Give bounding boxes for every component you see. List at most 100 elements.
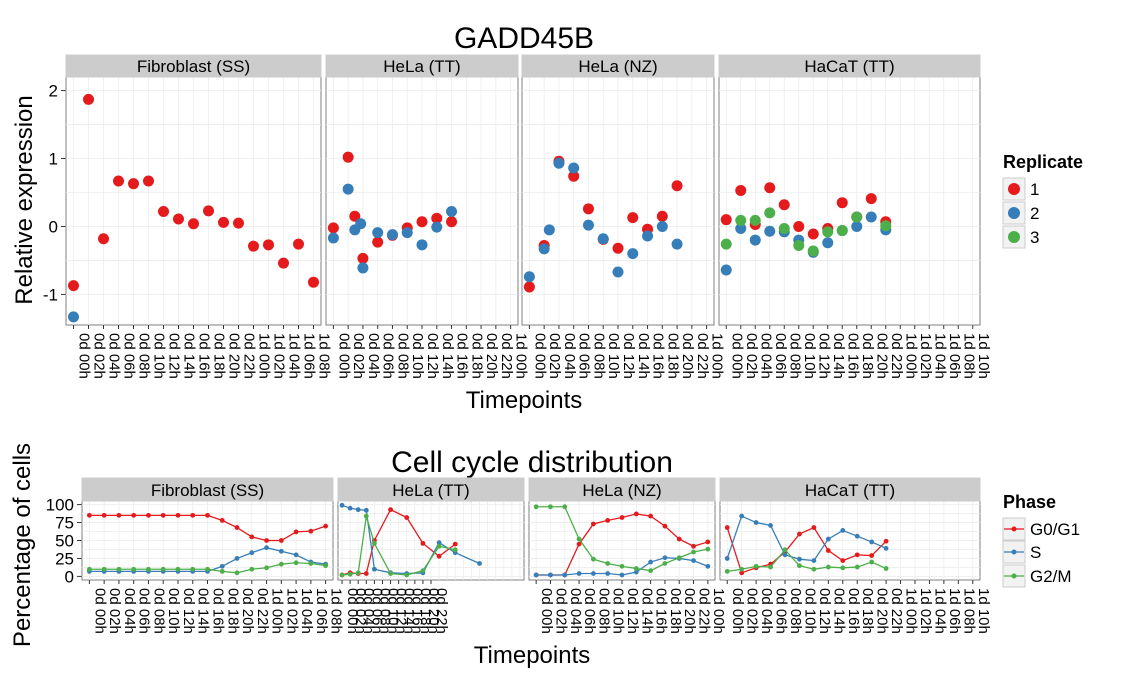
x-tick-label: 0d 22h [433,588,450,634]
data-point-1 [188,218,199,230]
legend-label: G0/G1 [1030,520,1080,539]
cellcycle-title: Cell cycle distribution [391,446,673,479]
legend-label: 1 [1030,180,1039,199]
data-point-3 [807,245,819,257]
facet-strip-label: HeLa (NZ) [582,481,661,500]
x-tick-label: 1d 06h [313,588,330,634]
data-point-g0-g1 [363,571,369,576]
x-tick-label: 0d 14h [635,333,652,379]
x-tick-label: 0d 14h [181,333,198,379]
data-point-1 [764,182,776,194]
data-point-g2-m [797,563,802,569]
x-tick-label: 0d 14h [439,333,456,379]
x-tick-label: 0d 20h [873,333,890,379]
data-point-2 [582,219,594,231]
x-tick-label: 0d 12h [180,588,197,634]
data-point-1 [293,238,304,250]
data-point-s [533,572,539,578]
data-point-g2-m [633,566,639,571]
legend-label: 2 [1030,204,1039,223]
data-point-g0-g1 [691,543,696,549]
x-tick-label: 0d 10h [384,588,401,634]
x-tick-label: 0d 16h [454,333,471,379]
data-point-s [811,558,817,564]
data-point-g0-g1 [854,552,860,558]
data-point-1 [372,236,384,248]
data-point-g2-m [883,566,889,571]
data-point-2 [671,238,683,250]
data-point-g0-g1 [404,515,410,520]
data-point-2 [327,232,339,244]
data-point-2 [342,183,354,195]
legend-marker-g2-m [1011,573,1017,579]
data-point-g0-g1 [633,511,639,517]
data-point-s [724,556,730,561]
legend-marker-3 [1008,231,1020,243]
x-tick-label: 0d 12h [815,333,832,379]
data-point-1 [278,257,289,269]
x-tick-label: 0d 14h [401,588,418,634]
x-tick-label: 0d 22h [888,333,905,379]
data-point-g0-g1 [249,534,255,540]
legend-title: Phase [1003,492,1056,512]
x-tick-label: 0d 20h [226,333,243,379]
data-point-g2-m [264,565,269,571]
data-point-g2-m [753,563,759,569]
data-point-g0-g1 [869,553,875,558]
data-point-g0-g1 [811,525,817,530]
facet-strip-label: Fibroblast (SS) [151,481,264,500]
data-point-1 [263,239,274,251]
expr-legend: Replicate 1 2 3 [1002,152,1083,249]
x-tick-label: 0d 04h [561,333,578,379]
x-tick-label: 0d 22h [888,588,905,634]
data-point-1 [446,216,458,228]
x-tick-label: 0d 08h [590,333,607,379]
x-tick-label: 0d 20h [679,333,696,379]
data-point-g2-m [452,547,458,553]
data-point-g0-g1 [883,538,889,544]
x-tick-label: 0d 12h [424,333,441,379]
data-point-1 [656,210,668,222]
data-point-g2-m [234,570,240,576]
data-point-3 [880,220,892,232]
data-point-1 [568,170,580,182]
data-point-s [249,550,255,556]
x-tick-label: 0d 02h [352,588,369,634]
data-point-s [355,507,361,513]
x-tick-label: 0d 10h [605,333,622,379]
data-point-2 [431,221,443,233]
data-point-g2-m [739,566,745,572]
data-point-g2-m [420,568,426,574]
data-point-s [293,552,299,558]
data-point-g0-g1 [590,521,596,527]
data-point-s [739,513,745,519]
x-tick-label: 0d 12h [816,588,833,634]
cellcycle-chart: Cell cycle distribution Percentage of cel… [9,443,1080,669]
x-tick-label: 0d 20h [681,588,698,634]
legend-marker-g0-g1 [1011,526,1017,532]
data-point-s [605,571,611,576]
data-point-g0-g1 [797,531,802,537]
data-point-g0-g1 [86,512,92,518]
data-point-1 [98,233,109,245]
data-point-g0-g1 [662,523,668,529]
facet-strip [81,477,334,502]
data-point-s [869,539,875,545]
data-point-g0-g1 [605,517,611,523]
data-point-1 [627,212,639,224]
data-point-1 [582,203,594,215]
data-point-g0-g1 [840,558,846,564]
x-tick-label: 0d 06h [576,333,593,379]
cellcycle-y-tick-label: 25 [55,549,74,568]
data-point-s [854,533,860,539]
data-point-g2-m [840,565,846,571]
x-tick-label: 0d 14h [830,588,847,634]
x-tick-label: 0d 18h [664,333,681,379]
data-point-s [633,569,639,575]
cellcycle-y-tick-label: 100 [46,496,74,515]
data-point-s [691,558,696,564]
data-point-g2-m [548,504,553,510]
cellcycle-legend: Phase G0/G1 S G2/M [1002,492,1080,588]
